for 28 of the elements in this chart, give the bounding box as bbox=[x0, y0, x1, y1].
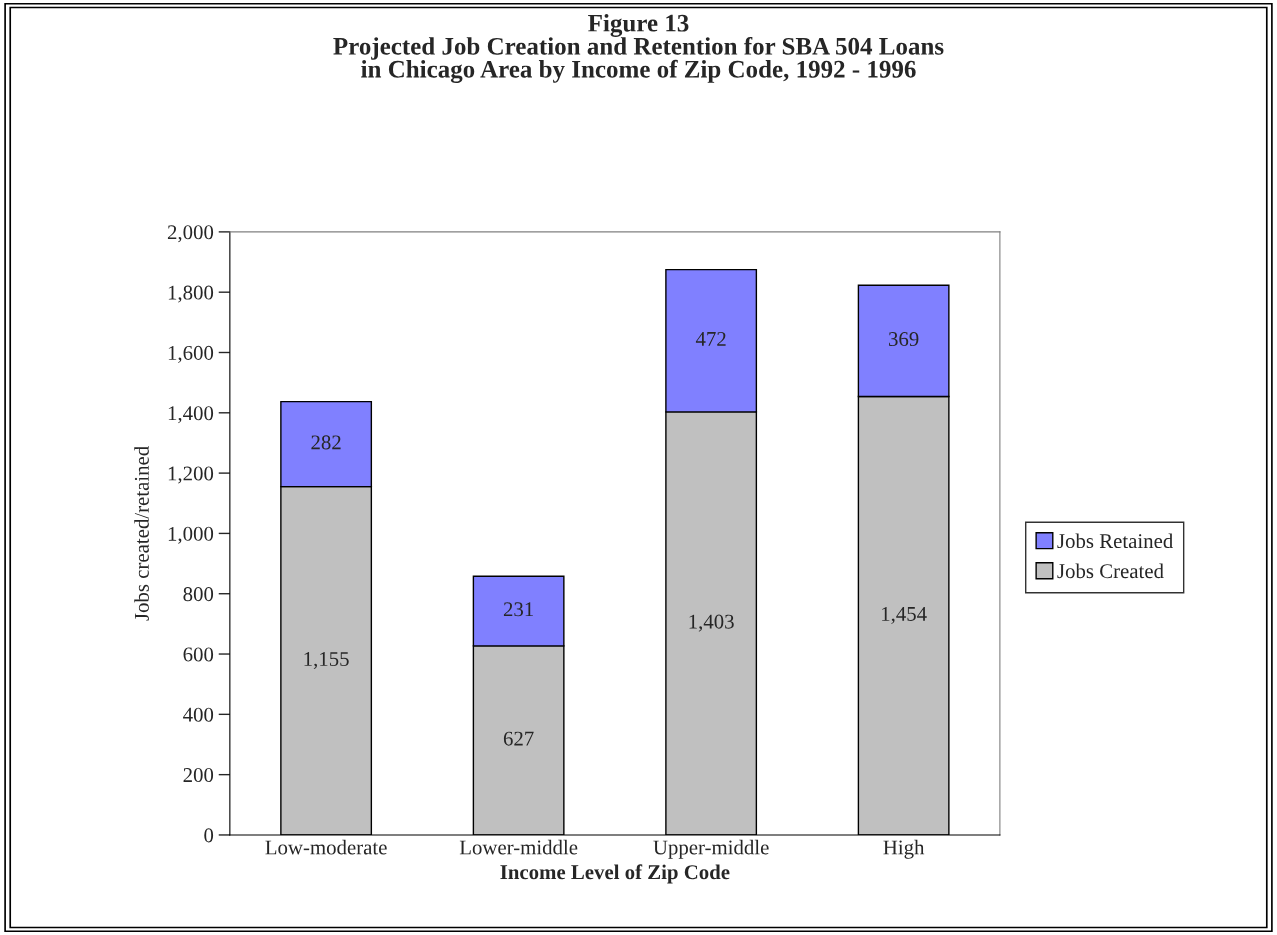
y-tick-label: 400 bbox=[183, 707, 214, 722]
x-tick-label: Lower-middle bbox=[459, 839, 578, 855]
y-tick-label: 2,000 bbox=[167, 225, 214, 243]
data-label: 1,454 bbox=[882, 606, 927, 624]
y-tick-label: 1,200 bbox=[168, 466, 214, 484]
y-tick-label: 1,800 bbox=[168, 285, 214, 303]
data-label: 369 bbox=[889, 332, 919, 347]
x-tick-label: Upper-middle bbox=[653, 839, 769, 859]
x-axis-title: Income Level of Zip Code bbox=[500, 864, 730, 884]
data-label: 1,155 bbox=[304, 652, 349, 670]
y-tick-label: 1,600 bbox=[168, 345, 214, 363]
chart-title: Figure 13 Projected Job Creation and Retention for SBA 504 Loans in Chicago Area by Income of Zip Code, 1992 - 1996 bbox=[333, 14, 944, 83]
legend-label: Jobs Retained bbox=[1057, 533, 1174, 549]
y-tick-label: 600 bbox=[183, 647, 214, 662]
data-label: 1,403 bbox=[689, 614, 734, 632]
y-axis-title: Jobs created/retained bbox=[134, 446, 149, 621]
y-tick-label: 800 bbox=[183, 587, 214, 602]
y-tick-label: 0 bbox=[204, 828, 214, 843]
data-label: 282 bbox=[311, 435, 341, 450]
y-tick-label: 200 bbox=[183, 768, 214, 783]
data-label: 231 bbox=[503, 602, 533, 617]
x-tick-label: Low-moderate bbox=[265, 839, 387, 855]
y-tick-label: 1,400 bbox=[168, 406, 214, 424]
data-label: 472 bbox=[695, 331, 726, 346]
legend-label: Jobs Created bbox=[1057, 563, 1164, 579]
y-tick-label: 1,000 bbox=[168, 526, 214, 544]
data-label: 627 bbox=[503, 731, 534, 746]
x-tick-label: High bbox=[883, 839, 925, 859]
